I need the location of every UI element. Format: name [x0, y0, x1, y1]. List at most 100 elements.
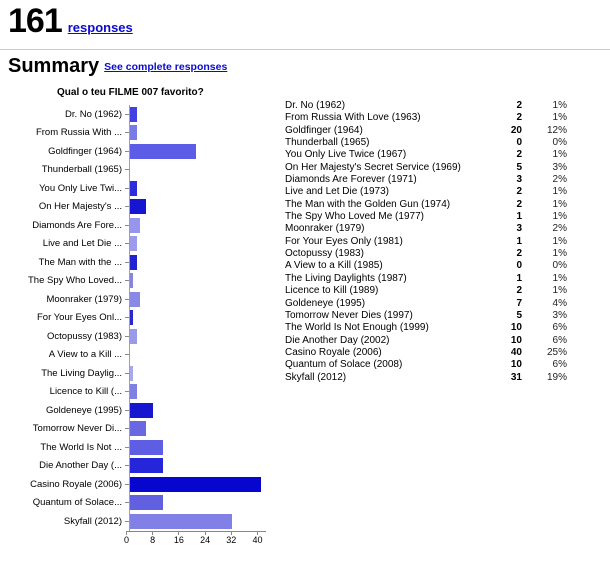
- x-axis-tick-label: 16: [173, 534, 184, 545]
- chart-row: You Only Live Twi...: [8, 179, 270, 198]
- vote-count: 7: [516, 297, 522, 309]
- chart-row: Diamonds Are Fore...: [8, 216, 270, 235]
- vote-percent: 1%: [552, 248, 567, 260]
- chart-bar: [130, 365, 134, 381]
- chart-row: Quantum of Solace...: [8, 493, 270, 512]
- chart-row: Licence to Kill (...: [8, 382, 270, 401]
- chart-bar-area: [129, 382, 270, 401]
- vote-count: 2: [516, 100, 522, 111]
- chart-category-label: Quantum of Solace...: [32, 497, 122, 509]
- table-row: Octopussy (1983) 2 1%: [285, 248, 567, 260]
- chart-bar-area: [129, 179, 270, 198]
- table-row: Dr. No (1962) 2 1%: [285, 100, 567, 112]
- chart-row: The Spy Who Loved...: [8, 271, 270, 290]
- table-row: Goldeneye (1995) 7 4%: [285, 298, 567, 310]
- chart-row: Dr. No (1962): [8, 105, 270, 124]
- vote-percent: 0%: [552, 137, 567, 149]
- chart-bar: [130, 125, 137, 141]
- y-axis-tick: [125, 391, 129, 393]
- x-axis-tick-label: 24: [200, 534, 211, 545]
- table-row: Goldfinger (1964) 20 12%: [285, 125, 567, 137]
- vote-count: 0: [516, 137, 522, 149]
- y-axis-tick: [125, 502, 129, 504]
- movie-label: Dr. No (1962): [285, 100, 346, 111]
- vote-percent: 1%: [552, 112, 567, 124]
- chart-bar-area: [129, 105, 270, 124]
- chart-bar-area: [129, 327, 270, 346]
- chart-row: Goldeneye (1995): [8, 401, 270, 420]
- vote-count: 2: [516, 198, 522, 210]
- chart-bar-area: [129, 345, 270, 364]
- chart-row: The Man with the ...: [8, 253, 270, 272]
- chart-category-label: Skyfall (2012): [63, 515, 122, 527]
- chart-bar: [130, 106, 137, 122]
- x-axis-tick-mark: [257, 531, 258, 535]
- stats-table: Dr. No (1962) 2 1% From Russia With Love…: [285, 100, 567, 384]
- chart-row: For Your Eyes Onl...: [8, 308, 270, 327]
- table-row: Quantum of Solace (2008) 10 6%: [285, 359, 567, 371]
- movie-label: Die Another Day (2002): [285, 334, 390, 346]
- table-row: For Your Eyes Only (1981) 1 1%: [285, 236, 567, 248]
- y-axis-tick: [125, 132, 129, 134]
- chart-bar: [130, 402, 153, 418]
- chart-category-label: Octopussy (1983): [47, 330, 122, 342]
- chart-bar: [130, 310, 134, 326]
- movie-label: Goldeneye (1995): [285, 297, 366, 309]
- chart-bar-area: [129, 401, 270, 420]
- chart-row: Goldfinger (1964): [8, 142, 270, 161]
- y-axis-tick: [125, 169, 129, 171]
- chart-category-label: The Man with the ...: [38, 256, 122, 268]
- chart-row: The Living Daylig...: [8, 364, 270, 383]
- chart-category-label: Casino Royale (2006): [30, 478, 122, 490]
- table-row: The Man with the Golden Gun (1974) 2 1%: [285, 199, 567, 211]
- chart-category-label: You Only Live Twi...: [39, 182, 122, 194]
- chart-bar-area: [129, 475, 270, 494]
- chart-bar: [130, 273, 134, 289]
- movie-label: You Only Live Twice (1967): [285, 149, 407, 161]
- vote-percent: 1%: [552, 186, 567, 198]
- vote-count: 1: [516, 272, 522, 284]
- x-axis-tick-label: 0: [123, 534, 130, 545]
- vote-percent: 1%: [552, 211, 567, 223]
- x-axis-tick-mark: [230, 531, 232, 535]
- chart-bar-area: [129, 364, 270, 383]
- vote-percent: 6%: [552, 334, 567, 346]
- chart-row: On Her Majesty's ...: [8, 197, 270, 216]
- chart-category-label: The Spy Who Loved...: [28, 275, 122, 287]
- table-row: The World Is Not Enough (1999) 10 6%: [285, 322, 567, 334]
- movie-label: From Russia With Love (1963): [285, 112, 421, 124]
- movie-label: The Man with the Golden Gun (1974): [285, 198, 451, 210]
- chart-bar-area: [129, 142, 270, 161]
- table-row: Tomorrow Never Dies (1997) 5 3%: [285, 310, 567, 322]
- vote-percent: 2%: [552, 174, 567, 186]
- table-row: The Living Daylights (1987) 1 1%: [285, 273, 567, 285]
- table-row: Die Another Day (2002) 10 6%: [285, 335, 567, 347]
- x-axis-tick-mark: [204, 531, 206, 535]
- chart-category-label: Thunderball (1965): [41, 164, 122, 176]
- see-complete-responses-link[interactable]: See complete responses: [104, 61, 228, 73]
- movie-label: The Spy Who Loved Me (1977): [285, 211, 424, 223]
- y-axis-tick: [125, 428, 129, 430]
- chart-bar: [130, 328, 137, 344]
- x-axis-tick-mark: [178, 531, 180, 535]
- vote-count: 0: [516, 260, 522, 272]
- chart-bar-area: [129, 438, 270, 457]
- y-axis-tick: [125, 298, 129, 300]
- vote-count: 2: [516, 149, 522, 161]
- chart-row: Skyfall (2012): [8, 512, 270, 531]
- movie-label: Moonraker (1979): [285, 223, 365, 235]
- responses-header: 161 responses: [8, 2, 133, 41]
- vote-percent: 2%: [552, 223, 567, 235]
- vote-percent: 4%: [552, 297, 567, 309]
- movie-label: Diamonds Are Forever (1971): [285, 174, 417, 186]
- vote-percent: 1%: [552, 272, 567, 284]
- chart-bar-area: [129, 253, 270, 272]
- chart-category-label: Tomorrow Never Di...: [32, 423, 122, 435]
- movie-label: On Her Majesty's Secret Service (1969): [285, 161, 461, 173]
- chart-bar: [130, 291, 140, 307]
- movie-label: Skyfall (2012): [285, 371, 347, 383]
- chart-bar-area: [129, 290, 270, 309]
- movie-label: The World Is Not Enough (1999): [285, 322, 429, 334]
- responses-link[interactable]: responses: [67, 20, 133, 35]
- vote-count: 5: [516, 161, 522, 173]
